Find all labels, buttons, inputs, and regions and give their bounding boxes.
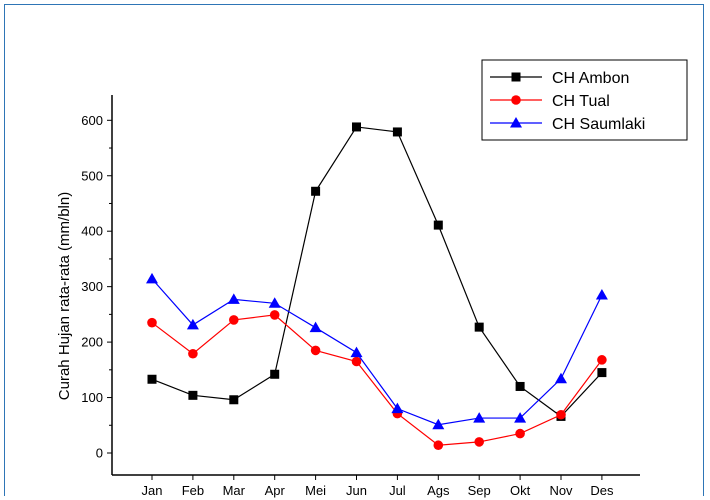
series-ch-ambon [147, 122, 607, 421]
legend-item-ch-saumlaki: CH Saumlaki [490, 116, 645, 133]
x-tick-label: Jun [346, 483, 367, 498]
x-tick-label: Jan [142, 483, 163, 498]
data-point [147, 317, 157, 328]
x-tick-label: Okt [510, 483, 531, 498]
y-tick-label: 600 [81, 113, 103, 128]
data-point [433, 440, 444, 451]
data-point [556, 409, 566, 420]
legend-item-ch-ambon: CH Ambon [490, 70, 629, 87]
y-tick-label: 0 [96, 446, 103, 461]
x-tick-label: Sep [468, 483, 491, 498]
legend-marker [511, 95, 521, 105]
data-point [310, 345, 321, 356]
x-tick-label: Ags [427, 483, 450, 498]
x-tick-label: Nov [549, 483, 573, 498]
x-tick-label: Jul [389, 483, 406, 498]
data-point [229, 315, 239, 325]
data-point [270, 369, 280, 379]
series-line [151, 278, 603, 426]
axes: 0 100 200 300 400 500 600 Jan Feb Mar Apr Mei Jun Jul… [81, 95, 640, 498]
data-point [268, 297, 281, 308]
legend-item-ch-tual: CH Tual [490, 93, 610, 110]
data-point [188, 390, 198, 400]
data-point [515, 381, 525, 391]
legend-marker [511, 72, 521, 82]
data-point [186, 318, 199, 330]
y-tick-label: 100 [81, 390, 103, 405]
data-point [269, 310, 280, 320]
legend-marker [510, 117, 522, 128]
series-ch-saumlaki [146, 272, 608, 430]
x-tick-label: Mar [223, 483, 246, 498]
data-point [597, 355, 607, 365]
legend-label: CH Ambon [552, 70, 629, 87]
legend-label: CH Saumlaki [552, 116, 645, 133]
legend-label: CH Tual [552, 93, 610, 110]
data-point [391, 402, 404, 414]
data-point [392, 127, 402, 137]
x-tick-label: Feb [182, 483, 204, 498]
data-point [473, 412, 486, 423]
y-tick-label: 300 [81, 279, 103, 294]
data-point [474, 322, 484, 332]
series-layer [146, 122, 608, 451]
y-tick-label: 500 [81, 168, 103, 183]
data-point [146, 272, 158, 284]
data-point [309, 321, 322, 333]
data-point [229, 395, 239, 405]
data-point [351, 356, 362, 367]
data-point [595, 288, 608, 300]
data-point [555, 372, 567, 384]
series-ch-tual [147, 310, 607, 451]
data-point [433, 220, 443, 230]
data-point [227, 293, 240, 304]
series-line [151, 314, 603, 446]
data-point [432, 418, 445, 430]
data-point [515, 428, 525, 439]
data-point [188, 348, 198, 359]
y-tick-label: 400 [81, 224, 103, 239]
y-axis-title: Curah Hujan rata-rata (mm/bln) [56, 192, 73, 400]
series-line [151, 126, 603, 418]
data-point [597, 368, 607, 378]
x-tick-label: Mei [305, 483, 326, 498]
data-point [352, 122, 361, 132]
y-tick-label: 200 [81, 335, 103, 350]
data-point [474, 437, 485, 447]
data-point [147, 374, 157, 384]
x-tick-label: Apr [265, 483, 286, 498]
x-tick-label: Des [590, 483, 614, 498]
legend: CH Ambon CH Tual CH Saumlaki [481, 59, 688, 141]
data-point [311, 186, 321, 196]
data-point [514, 412, 527, 423]
data-point [350, 346, 363, 358]
